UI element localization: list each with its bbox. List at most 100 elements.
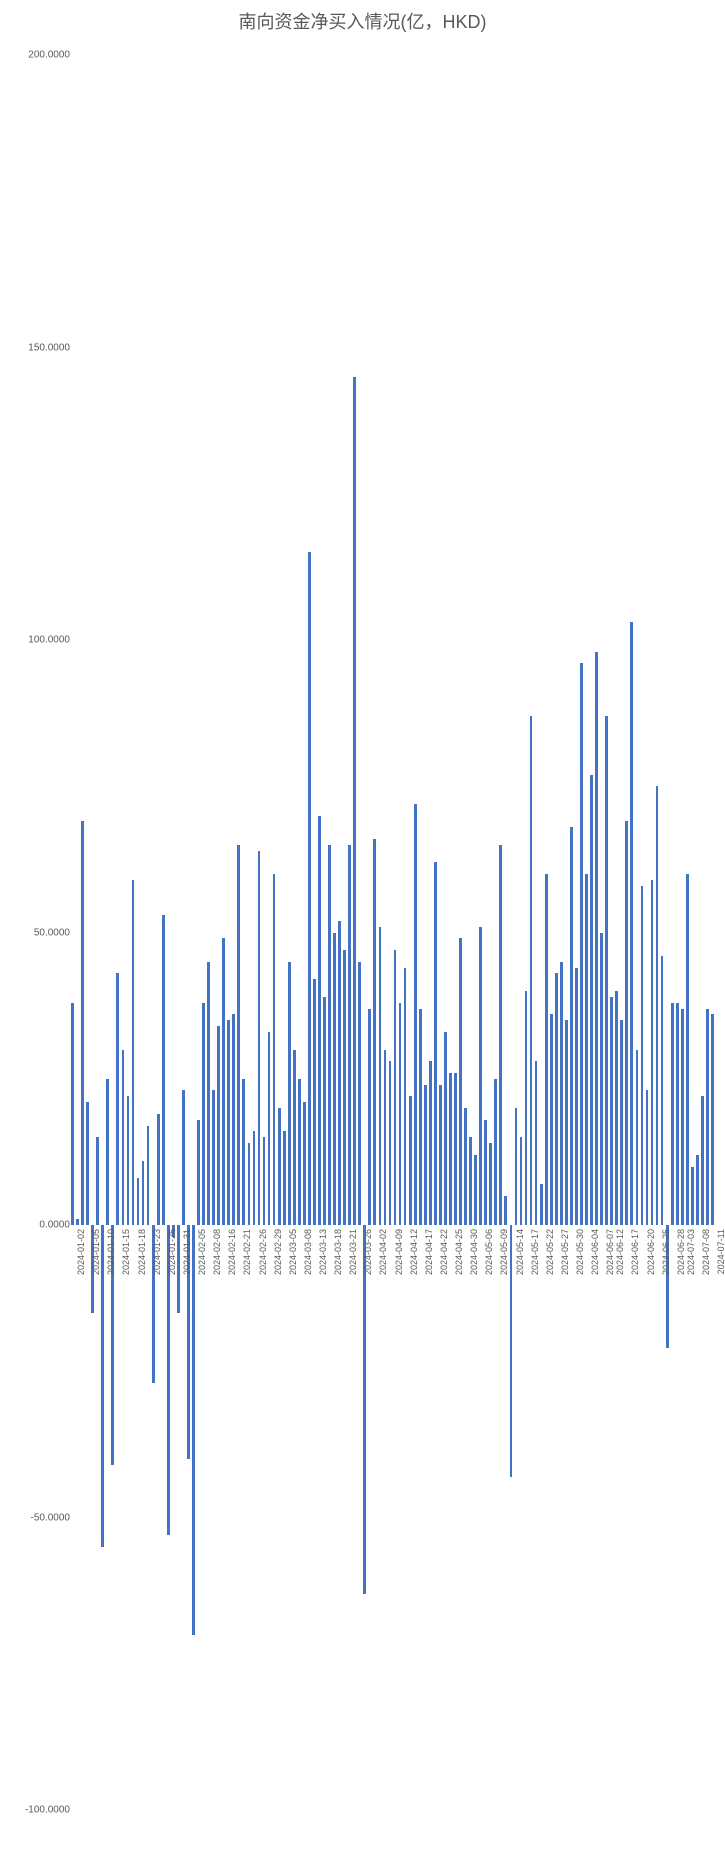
bar <box>656 786 659 1225</box>
x-tick-label: 2024-04-25 <box>454 1229 464 1275</box>
x-tick-label: 2024-05-14 <box>515 1229 525 1275</box>
bar <box>368 1009 371 1225</box>
bar <box>227 1020 230 1225</box>
bar <box>459 938 462 1225</box>
bar <box>212 1090 215 1225</box>
y-tick-label: 0.0000 <box>6 1220 70 1231</box>
x-tick-label: 2024-03-08 <box>303 1229 313 1275</box>
bar <box>641 886 644 1225</box>
chart-title: 南向资金净买入情况(亿，HKD) <box>0 8 725 34</box>
bar <box>600 933 603 1226</box>
bar <box>253 1131 256 1225</box>
x-tick-label: 2024-03-18 <box>333 1229 343 1275</box>
bar <box>162 915 165 1225</box>
x-tick-label: 2024-06-07 <box>605 1229 615 1275</box>
bar <box>605 716 608 1225</box>
bar <box>232 1014 235 1225</box>
bar <box>530 716 533 1225</box>
bar <box>610 997 613 1225</box>
bar <box>137 1178 140 1225</box>
bar <box>323 997 326 1225</box>
bar <box>439 1085 442 1225</box>
bar <box>515 1108 518 1225</box>
bar <box>535 1061 538 1225</box>
bar <box>242 1079 245 1225</box>
bar <box>142 1161 145 1225</box>
bar <box>237 845 240 1225</box>
bar <box>343 950 346 1225</box>
bar <box>696 1155 699 1225</box>
bar <box>106 1079 109 1225</box>
y-tick-label: 100.0000 <box>6 635 70 646</box>
bar <box>550 1014 553 1225</box>
bar <box>318 816 321 1226</box>
bar <box>283 1131 286 1225</box>
x-tick-label: 2024-07-11 <box>716 1229 725 1274</box>
x-tick-label: 2024-06-17 <box>630 1229 640 1275</box>
x-tick-label: 2024-01-23 <box>152 1229 162 1275</box>
x-tick-label: 2024-03-13 <box>318 1229 328 1275</box>
x-tick-label: 2024-07-08 <box>701 1229 711 1275</box>
x-tick-label: 2024-03-26 <box>363 1229 373 1275</box>
bar <box>525 991 528 1225</box>
bar <box>510 1225 513 1477</box>
bar <box>298 1079 301 1225</box>
x-tick-label: 2024-04-02 <box>378 1229 388 1275</box>
x-tick-label: 2024-01-26 <box>167 1229 177 1275</box>
x-tick-label: 2024-04-17 <box>424 1229 434 1275</box>
bar <box>590 775 593 1225</box>
x-tick-label: 2024-02-26 <box>258 1229 268 1275</box>
bar <box>303 1102 306 1225</box>
bar <box>177 1225 180 1313</box>
bar <box>676 1003 679 1225</box>
bar <box>399 1003 402 1225</box>
bar <box>454 1073 457 1225</box>
bar <box>595 652 598 1225</box>
x-tick-label: 2024-01-10 <box>106 1229 116 1275</box>
bar <box>394 950 397 1225</box>
bar <box>555 973 558 1225</box>
bar <box>363 1225 366 1594</box>
bar <box>202 1003 205 1225</box>
bar-series <box>70 55 715 1810</box>
bar <box>585 874 588 1225</box>
bar <box>127 1096 130 1225</box>
x-tick-label: 2024-05-30 <box>575 1229 585 1275</box>
bar <box>520 1137 523 1225</box>
bar <box>691 1167 694 1226</box>
bar <box>686 874 689 1225</box>
x-tick-label: 2024-04-30 <box>469 1229 479 1275</box>
bar <box>197 1120 200 1225</box>
bar <box>494 1079 497 1225</box>
x-tick-label: 2024-06-28 <box>676 1229 686 1275</box>
bar <box>479 927 482 1225</box>
bar <box>258 851 261 1225</box>
x-tick-label: 2024-06-04 <box>590 1229 600 1275</box>
bar <box>116 973 119 1225</box>
bar <box>273 874 276 1225</box>
x-tick-label: 2024-06-25 <box>661 1229 671 1275</box>
bar <box>469 1137 472 1225</box>
bar <box>263 1137 266 1225</box>
bar <box>419 1009 422 1225</box>
x-tick-label: 2024-02-29 <box>273 1229 283 1275</box>
bar <box>379 927 382 1225</box>
bar <box>86 1102 89 1225</box>
bar <box>409 1096 412 1225</box>
bar <box>313 979 316 1225</box>
bar <box>101 1225 104 1547</box>
bar <box>404 968 407 1225</box>
bar <box>560 962 563 1225</box>
bar <box>540 1184 543 1225</box>
bar <box>651 880 654 1225</box>
bar <box>474 1155 477 1225</box>
bar <box>293 1050 296 1226</box>
x-tick-label: 2024-02-05 <box>197 1229 207 1275</box>
x-tick-label: 2024-04-09 <box>394 1229 404 1275</box>
bar <box>157 1114 160 1225</box>
bar <box>373 839 376 1225</box>
bar <box>338 921 341 1225</box>
bar <box>192 1225 195 1635</box>
bar <box>464 1108 467 1225</box>
bar <box>499 845 502 1225</box>
